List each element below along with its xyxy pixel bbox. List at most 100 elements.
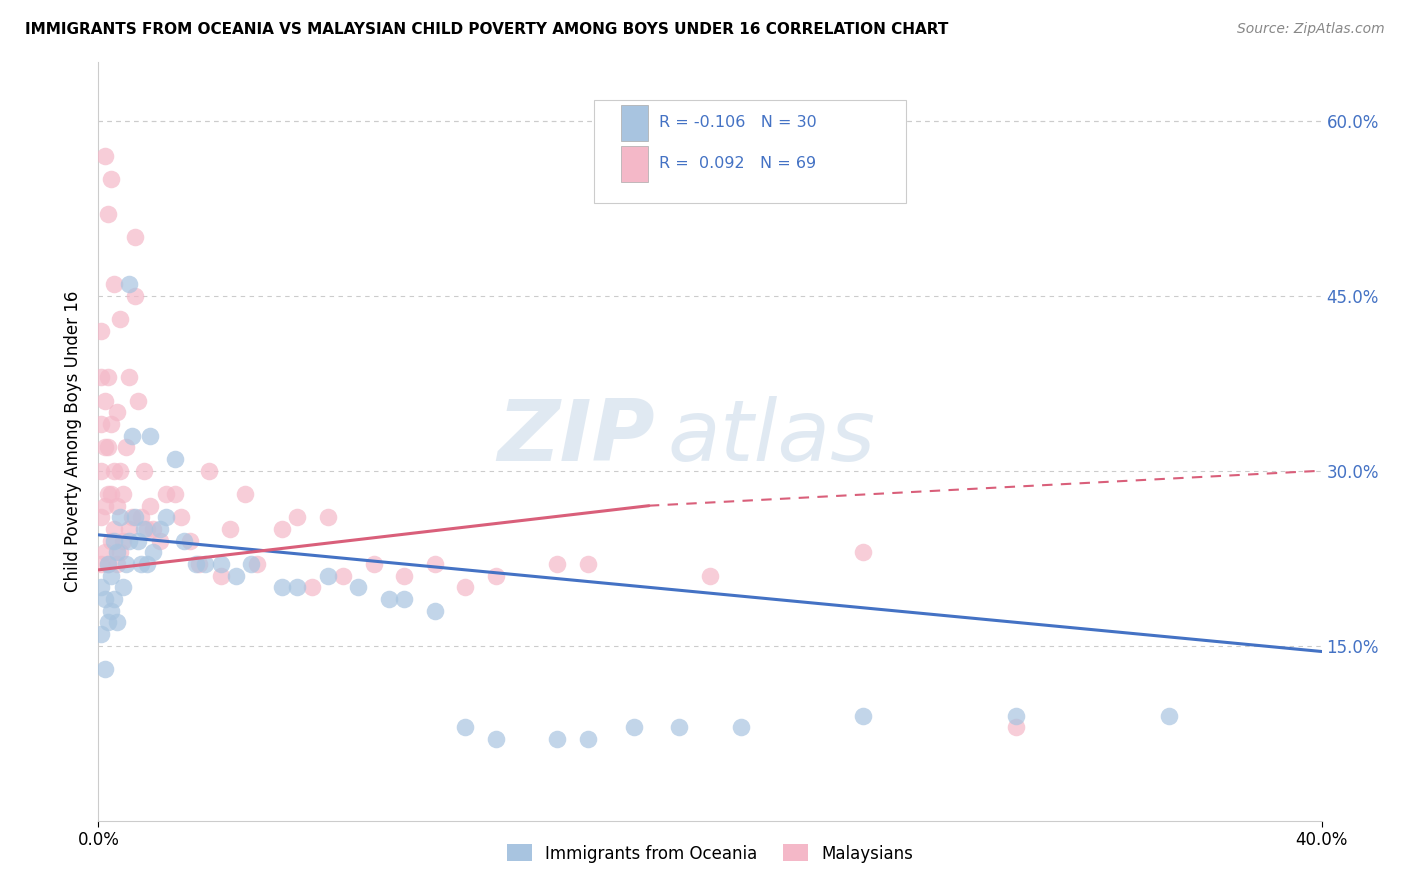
Point <box>316 568 339 582</box>
Text: R =  0.092   N = 69: R = 0.092 N = 69 <box>658 156 815 171</box>
Text: Source: ZipAtlas.com: Source: ZipAtlas.com <box>1237 22 1385 37</box>
Point <box>186 557 208 571</box>
Legend: Immigrants from Oceania, Malaysians: Immigrants from Oceania, Malaysians <box>501 838 920 869</box>
Point <box>93 545 115 559</box>
Point <box>90 627 112 641</box>
Point <box>90 370 112 384</box>
Point <box>699 568 721 582</box>
Point <box>149 533 172 548</box>
Point <box>124 289 146 303</box>
Point <box>170 510 193 524</box>
Point <box>194 557 217 571</box>
Point <box>546 731 568 746</box>
Point <box>93 662 115 676</box>
Point <box>100 533 122 548</box>
Point <box>240 557 263 571</box>
Point <box>623 720 645 734</box>
Point <box>108 545 131 559</box>
Point <box>576 731 599 746</box>
Point <box>127 393 149 408</box>
Point <box>852 545 875 559</box>
Point <box>90 464 112 478</box>
Point <box>100 487 122 501</box>
Point <box>105 499 128 513</box>
Point <box>285 580 308 594</box>
Point <box>121 428 143 442</box>
Point <box>454 580 477 594</box>
Point <box>118 277 141 291</box>
Point <box>105 615 128 630</box>
FancyBboxPatch shape <box>593 101 905 202</box>
Point <box>1004 720 1026 734</box>
Point <box>121 510 143 524</box>
Point <box>129 557 152 571</box>
Point <box>105 557 128 571</box>
Point <box>100 172 122 186</box>
Point <box>209 557 232 571</box>
Point <box>127 533 149 548</box>
Point <box>139 428 162 442</box>
Point <box>115 441 138 455</box>
Point <box>219 522 242 536</box>
Text: R = -0.106   N = 30: R = -0.106 N = 30 <box>658 115 817 130</box>
Point <box>90 557 112 571</box>
Point <box>546 557 568 571</box>
Point <box>103 592 125 607</box>
Point <box>90 417 112 431</box>
Point <box>134 522 156 536</box>
Point <box>93 441 115 455</box>
Point <box>124 230 146 244</box>
Point <box>105 405 128 419</box>
Point <box>100 568 122 582</box>
Point <box>103 277 125 291</box>
Point <box>93 592 115 607</box>
Point <box>93 393 115 408</box>
Point <box>1004 708 1026 723</box>
Point <box>118 522 141 536</box>
Point <box>454 720 477 734</box>
Point <box>485 731 508 746</box>
Point <box>100 417 122 431</box>
FancyBboxPatch shape <box>620 145 648 182</box>
Point <box>485 568 508 582</box>
Point <box>730 720 752 734</box>
Text: atlas: atlas <box>668 396 875 479</box>
Point <box>111 487 134 501</box>
Point <box>139 499 162 513</box>
Point <box>347 580 370 594</box>
Point <box>108 464 131 478</box>
Point <box>316 510 339 524</box>
Point <box>668 720 690 734</box>
Point <box>108 510 131 524</box>
Point <box>233 487 256 501</box>
Point <box>149 522 172 536</box>
Point <box>97 557 120 571</box>
Point <box>392 592 416 607</box>
Point <box>115 557 138 571</box>
Text: ZIP: ZIP <box>498 396 655 479</box>
Point <box>332 568 354 582</box>
Point <box>155 510 177 524</box>
Point <box>103 522 125 536</box>
Point <box>103 464 125 478</box>
Point <box>97 557 120 571</box>
Text: IMMIGRANTS FROM OCEANIA VS MALAYSIAN CHILD POVERTY AMONG BOYS UNDER 16 CORRELATI: IMMIGRANTS FROM OCEANIA VS MALAYSIAN CHI… <box>25 22 949 37</box>
Point <box>301 580 323 594</box>
Point <box>136 557 159 571</box>
Point <box>93 149 115 163</box>
Point <box>209 568 232 582</box>
Point <box>197 464 219 478</box>
Point <box>1157 708 1180 723</box>
Point <box>108 312 131 326</box>
Point <box>97 441 120 455</box>
Point <box>392 568 416 582</box>
Point <box>97 370 120 384</box>
Point <box>111 580 134 594</box>
Point <box>90 324 112 338</box>
Point <box>105 545 128 559</box>
Point <box>423 604 446 618</box>
Point <box>378 592 401 607</box>
Point <box>270 522 292 536</box>
Point <box>134 464 156 478</box>
Point <box>142 522 165 536</box>
